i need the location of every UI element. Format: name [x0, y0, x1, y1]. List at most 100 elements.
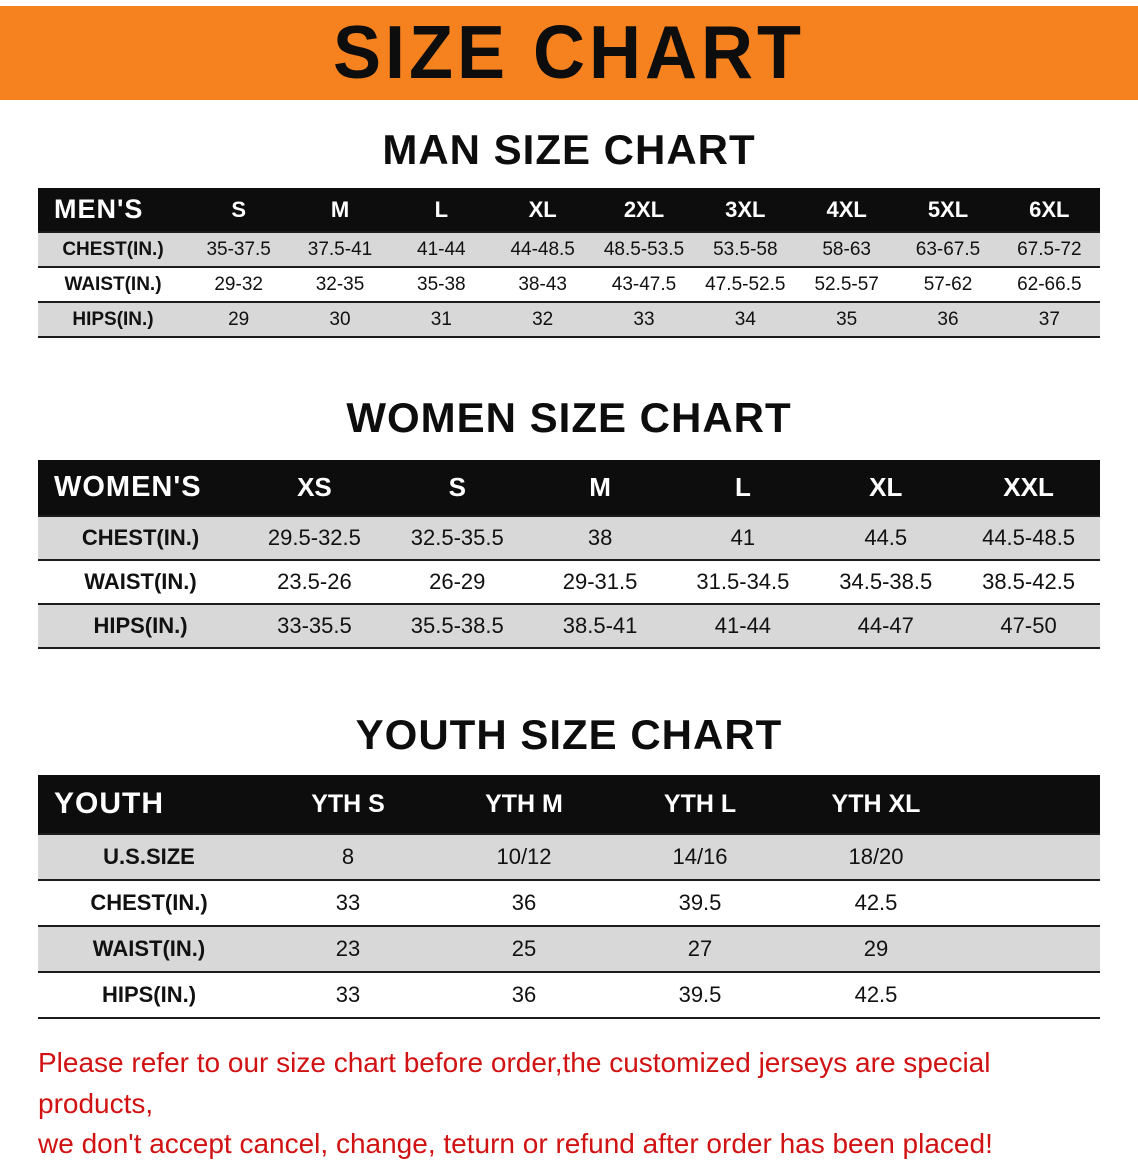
size-value: 29 [863, 936, 889, 961]
size-value: 35-38 [417, 273, 466, 295]
table-header-row: MEN'S S M L XL 2XL 3XL 4XL 5XL 6XL [38, 188, 1100, 233]
size-column-header: S [231, 196, 246, 222]
row-label: HIPS(IN.) [101, 982, 197, 1007]
table-row: CHEST(IN.) 29.5-32.5 32.5-35.5 38 41 44.5 44.5… [38, 517, 1100, 561]
size-value: 35-37.5 [206, 238, 271, 260]
size-value: 38 [587, 525, 613, 550]
table-row: WAIST(IN.) 23 25 27 29 [38, 927, 1100, 973]
size-value: 44.5 [864, 525, 908, 550]
size-value: 29-32 [214, 273, 263, 295]
size-column-header: 4XL [826, 196, 867, 222]
size-value: 47.5-52.5 [705, 273, 786, 295]
size-value: 37.5-41 [307, 238, 373, 260]
size-value: 63-67.5 [915, 238, 981, 260]
size-value: 32 [532, 308, 554, 330]
table-row: HIPS(IN.) 33 36 39.5 42.5 [38, 973, 1100, 1019]
size-column-header: 3XL [725, 196, 766, 222]
size-value: 33 [335, 982, 361, 1007]
table-row: U.S.SIZE 8 10/12 14/16 18/20 [38, 835, 1100, 881]
size-column-header: YTH S [311, 789, 385, 818]
size-column-header: L [734, 472, 751, 502]
page-title: SIZE CHART [333, 11, 805, 95]
disclaimer-line-1: Please refer to our size chart before or… [38, 1047, 991, 1119]
size-value: 14/16 [672, 844, 728, 869]
row-label: CHEST(IN.) [90, 890, 208, 915]
men-size-table: MEN'S S M L XL 2XL 3XL 4XL 5XL 6XL CHEST(IN.) 35-37… [38, 188, 1100, 338]
size-value: 18/20 [848, 844, 904, 869]
section-youth: YOUTH SIZE CHART YOUTH YTH S YTH M YTH L YTH… [0, 711, 1138, 1019]
size-value: 38.5-42.5 [982, 569, 1076, 594]
women-section-heading: WOMEN SIZE CHART [346, 394, 792, 441]
size-column-header: XXL [1003, 472, 1054, 502]
size-value: 52.5-57 [814, 273, 879, 295]
size-value: 38.5-41 [562, 613, 638, 638]
size-value: 27 [687, 936, 713, 961]
size-value: 29.5-32.5 [267, 525, 361, 550]
size-column-header: YTH XL [831, 789, 921, 818]
size-value: 36 [937, 308, 959, 330]
size-value: 33 [335, 890, 361, 915]
disclaimer-line-2: we don't accept cancel, change, teturn o… [38, 1128, 993, 1160]
table-row: HIPS(IN.) 29 30 31 32 33 34 35 36 37 [38, 303, 1100, 338]
size-value: 35.5-38.5 [410, 613, 504, 638]
size-value: 44-47 [857, 613, 914, 638]
size-column-header: YTH M [485, 789, 563, 818]
size-value: 34.5-38.5 [839, 569, 933, 594]
row-label: HIPS(IN.) [93, 613, 188, 638]
size-value: 47-50 [1000, 613, 1057, 638]
size-column-header: M [589, 472, 611, 502]
men-section-heading: MAN SIZE CHART [382, 126, 756, 173]
size-value: 35 [836, 308, 858, 330]
size-value: 67.5-72 [1017, 238, 1082, 260]
youth-section-heading: YOUTH SIZE CHART [355, 711, 783, 758]
size-value: 41-44 [714, 613, 772, 638]
table-corner-label: WOMEN'S [54, 471, 202, 503]
size-column-header: 6XL [1029, 196, 1070, 222]
size-chart-page: SIZE CHART MAN SIZE CHART MEN'S S M L XL 2XL 3… [0, 6, 1138, 1165]
youth-size-table: YOUTH YTH S YTH M YTH L YTH XL U.S.SIZE 8 10/12… [38, 775, 1100, 1019]
section-women: WOMEN SIZE CHART WOMEN'S XS S M L XL XXL CHEST(… [0, 394, 1138, 649]
size-column-header: S [448, 472, 466, 502]
size-value: 29-31.5 [562, 569, 638, 594]
size-value: 37 [1038, 308, 1060, 330]
size-value: 38-43 [518, 273, 567, 295]
size-value: 42.5 [854, 982, 898, 1007]
size-value: 10/12 [496, 844, 552, 869]
size-column-header: XL [528, 196, 557, 222]
table-row: CHEST(IN.) 33 36 39.5 42.5 [38, 881, 1100, 927]
size-value: 62-66.5 [1017, 273, 1082, 295]
table-corner-label: MEN'S [54, 194, 144, 224]
size-column-header: 5XL [927, 196, 969, 222]
size-value: 42.5 [854, 890, 898, 915]
size-value: 32.5-35.5 [410, 525, 504, 550]
size-value: 53.5-58 [713, 238, 778, 260]
size-value: 36 [511, 982, 537, 1007]
table-row: HIPS(IN.) 33-35.5 35.5-38.5 38.5-41 41-44 44-… [38, 605, 1100, 649]
size-column-header: XS [297, 472, 332, 502]
size-value: 23.5-26 [277, 569, 352, 594]
size-value: 39.5 [678, 890, 722, 915]
row-label: U.S.SIZE [103, 844, 195, 869]
size-value: 36 [511, 890, 537, 915]
size-value: 39.5 [678, 982, 722, 1007]
size-value: 43-47.5 [611, 273, 677, 295]
size-value: 25 [511, 936, 537, 961]
size-value: 44.5-48.5 [982, 525, 1076, 550]
row-label: CHEST(IN.) [81, 525, 200, 550]
banner: SIZE CHART [0, 6, 1138, 100]
size-value: 48.5-53.5 [603, 238, 685, 260]
size-value: 26-29 [429, 569, 486, 594]
size-value: 8 [341, 844, 355, 869]
size-value: 41 [730, 525, 756, 550]
size-value: 33-35.5 [277, 613, 352, 638]
table-corner-label: YOUTH [54, 787, 164, 820]
table-row: WAIST(IN.) 29-32 32-35 35-38 38-43 43-47.5 47.… [38, 268, 1100, 303]
size-column-header: M [330, 196, 350, 222]
size-value: 58-63 [822, 238, 871, 260]
size-value: 44-48.5 [510, 238, 575, 260]
size-value: 31.5-34.5 [696, 569, 790, 594]
women-size-table: WOMEN'S XS S M L XL XXL CHEST(IN.) 29.5-32.5 32.5… [38, 460, 1100, 649]
size-value: 30 [329, 308, 351, 330]
row-label: CHEST(IN.) [62, 238, 164, 260]
size-value: 31 [430, 308, 452, 330]
